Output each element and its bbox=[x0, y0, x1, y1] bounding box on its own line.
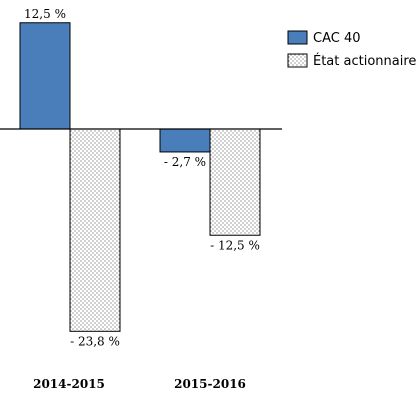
legend-swatch bbox=[287, 30, 308, 45]
legend-label: État actionnaire bbox=[313, 53, 416, 69]
data-label: - 12,5 % bbox=[210, 238, 260, 252]
data-label: - 23,8 % bbox=[70, 334, 120, 348]
category-labels-layer: 2014-2015 2015-2016 bbox=[33, 377, 246, 391]
data-labels-layer: 12,5 % - 23,8 % - 2,7 % - 12,5 % bbox=[24, 7, 260, 349]
bar-cac40-2015-2016 bbox=[159, 128, 211, 153]
bar-cac40-2014-2015 bbox=[19, 22, 71, 130]
legend-label: CAC 40 bbox=[313, 31, 361, 46]
category-label: 2015-2016 bbox=[174, 377, 246, 391]
category-label: 2014-2015 bbox=[33, 377, 105, 391]
bar-etat-2015-2016 bbox=[209, 128, 261, 236]
data-label: - 2,7 % bbox=[164, 155, 206, 169]
legend: CAC 40 État actionnaire bbox=[287, 30, 416, 69]
bar-etat-2014-2015 bbox=[69, 128, 121, 332]
bars-layer bbox=[19, 22, 261, 332]
legend-swatch bbox=[287, 53, 308, 68]
data-label: 12,5 % bbox=[24, 7, 66, 21]
